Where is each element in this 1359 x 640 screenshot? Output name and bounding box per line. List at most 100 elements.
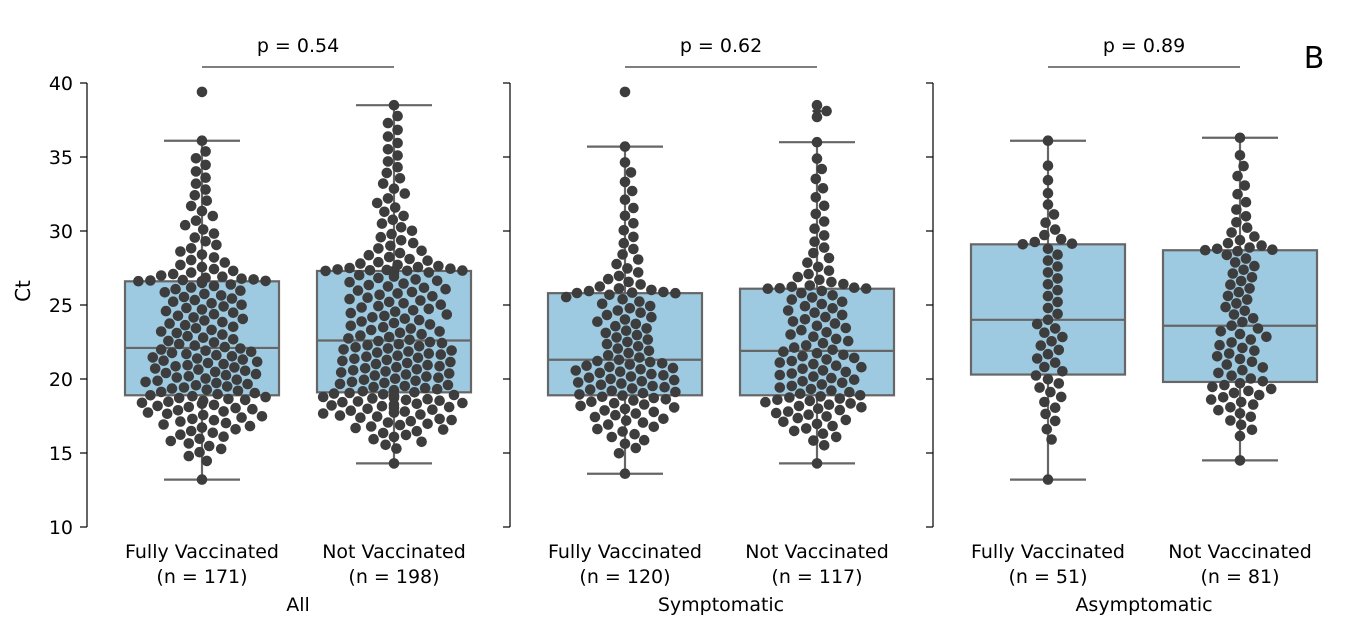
data-point bbox=[634, 296, 645, 307]
data-point bbox=[594, 367, 606, 379]
data-point bbox=[185, 425, 197, 437]
data-point bbox=[1228, 387, 1240, 399]
data-point bbox=[410, 274, 421, 285]
data-point bbox=[1235, 396, 1247, 408]
data-point bbox=[1052, 261, 1063, 272]
data-point bbox=[636, 376, 648, 387]
data-point bbox=[227, 265, 239, 277]
data-point bbox=[422, 359, 433, 371]
data-point bbox=[830, 360, 842, 372]
data-point bbox=[365, 324, 377, 336]
data-point bbox=[219, 341, 231, 353]
data-point bbox=[774, 357, 786, 368]
data-point bbox=[211, 349, 222, 361]
data-point bbox=[619, 210, 631, 222]
data-point bbox=[816, 379, 828, 390]
data-point bbox=[631, 329, 643, 341]
data-point bbox=[589, 411, 601, 423]
data-point bbox=[242, 378, 253, 390]
data-point bbox=[818, 216, 830, 227]
data-point bbox=[635, 364, 646, 375]
data-point bbox=[406, 286, 418, 298]
data-point bbox=[648, 421, 660, 433]
data-point bbox=[840, 414, 852, 426]
data-point bbox=[400, 429, 412, 441]
data-point bbox=[838, 349, 849, 361]
data-point bbox=[811, 153, 823, 164]
data-point bbox=[383, 331, 395, 343]
data-point bbox=[152, 400, 163, 412]
data-point bbox=[389, 373, 401, 385]
data-point bbox=[625, 167, 637, 178]
data-point bbox=[793, 400, 805, 412]
data-point bbox=[183, 450, 195, 462]
data-point bbox=[411, 364, 423, 375]
data-point bbox=[821, 411, 832, 422]
data-point bbox=[182, 330, 193, 342]
data-point bbox=[799, 300, 811, 312]
data-point bbox=[236, 273, 247, 285]
data-point bbox=[1237, 364, 1248, 376]
data-point bbox=[373, 300, 384, 312]
data-point bbox=[642, 334, 654, 345]
data-point bbox=[230, 424, 241, 435]
data-point bbox=[613, 270, 625, 282]
data-point bbox=[618, 225, 630, 236]
data-point bbox=[1046, 336, 1057, 347]
data-point bbox=[1042, 135, 1054, 146]
data-point bbox=[203, 440, 215, 452]
data-point bbox=[200, 184, 211, 195]
data-point bbox=[1247, 313, 1259, 324]
data-point bbox=[171, 327, 183, 339]
data-point bbox=[424, 319, 436, 330]
data-point bbox=[1055, 233, 1067, 245]
data-point bbox=[1245, 411, 1257, 423]
data-point bbox=[320, 265, 331, 277]
data-point bbox=[788, 425, 800, 437]
data-point bbox=[800, 340, 812, 351]
data-point bbox=[167, 296, 179, 308]
data-point bbox=[249, 387, 261, 399]
data-point bbox=[202, 357, 214, 369]
data-point bbox=[190, 166, 202, 177]
data-point bbox=[836, 309, 848, 321]
data-point bbox=[1249, 231, 1260, 242]
panel-all: 10 15 20 25 30 35 40 p = 0.54 Fully Vaccinated (n… bbox=[49, 35, 473, 616]
data-point bbox=[634, 352, 645, 363]
data-point bbox=[1240, 196, 1252, 208]
data-point bbox=[185, 267, 197, 278]
data-point bbox=[215, 290, 227, 301]
data-point bbox=[1237, 316, 1248, 328]
y-tick-label: 10 bbox=[49, 517, 73, 539]
data-point bbox=[610, 409, 621, 421]
data-point bbox=[434, 360, 445, 372]
data-point bbox=[443, 368, 455, 379]
data-point bbox=[245, 346, 257, 358]
data-point bbox=[814, 274, 825, 286]
data-point bbox=[382, 156, 394, 167]
data-point bbox=[196, 135, 208, 146]
data-point bbox=[179, 219, 191, 231]
data-point bbox=[387, 214, 399, 226]
data-point bbox=[392, 137, 403, 149]
data-point bbox=[385, 240, 396, 252]
data-point bbox=[1245, 334, 1257, 345]
data-point bbox=[1040, 408, 1051, 420]
data-point bbox=[363, 279, 375, 291]
data-point bbox=[239, 394, 251, 406]
data-point bbox=[1213, 367, 1224, 379]
data-point bbox=[196, 474, 208, 485]
data-point bbox=[604, 361, 615, 373]
data-point bbox=[619, 141, 631, 152]
data-point bbox=[612, 305, 624, 316]
panel-symptomatic: p = 0.62 Fully Vaccinated (n = 120) Not Vac… bbox=[503, 35, 896, 616]
data-point bbox=[357, 386, 369, 397]
data-point bbox=[212, 388, 223, 400]
data-point bbox=[189, 340, 201, 351]
data-point bbox=[196, 398, 208, 410]
data-point bbox=[1039, 229, 1050, 241]
data-point bbox=[235, 285, 246, 297]
data-point bbox=[784, 392, 795, 403]
data-point bbox=[392, 288, 403, 299]
data-point bbox=[140, 376, 151, 388]
